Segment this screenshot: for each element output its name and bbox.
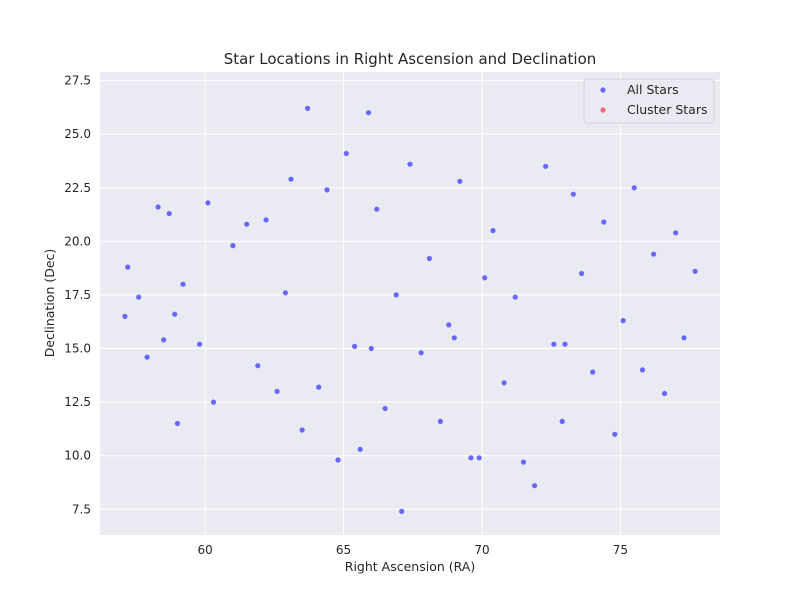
data-point-all-stars — [393, 292, 399, 298]
data-point-all-stars — [305, 105, 311, 111]
data-point-all-stars — [476, 455, 482, 461]
legend-label-cluster-stars: Cluster Stars — [627, 102, 708, 117]
chart-title: Star Locations in Right Ascension and De… — [224, 50, 597, 68]
data-point-all-stars — [316, 384, 322, 390]
y-tick-label: 20.0 — [64, 234, 91, 248]
data-point-all-stars — [579, 270, 585, 277]
data-point-all-stars — [324, 187, 330, 193]
x-tick-label: 60 — [198, 543, 213, 557]
data-point-all-stars — [230, 243, 236, 249]
data-point-all-stars — [468, 455, 474, 461]
data-point-all-stars — [365, 110, 372, 116]
data-point-all-stars — [631, 185, 637, 191]
data-point-all-stars — [197, 341, 203, 347]
x-tick-label: 70 — [474, 543, 489, 557]
data-point-all-stars — [437, 418, 443, 424]
data-point-all-stars — [590, 369, 596, 375]
y-tick-label: 17.5 — [64, 288, 91, 302]
y-tick-label: 22.5 — [64, 181, 91, 195]
data-point-all-stars — [274, 388, 280, 394]
data-point-all-stars — [263, 217, 269, 223]
y-tick-label: 10.0 — [64, 449, 91, 463]
grid — [100, 72, 720, 535]
data-point-all-stars — [210, 399, 217, 405]
data-point-all-stars — [244, 221, 250, 227]
y-tick-label: 27.5 — [64, 74, 91, 88]
data-point-all-stars — [426, 255, 432, 262]
data-point-all-stars — [374, 206, 380, 212]
data-point-all-stars — [551, 341, 557, 347]
data-point-all-stars — [255, 363, 261, 369]
data-point-all-stars — [180, 281, 186, 287]
y-tick-label: 15.0 — [64, 342, 91, 356]
data-point-all-stars — [612, 431, 618, 437]
y-axis-ticks: 7.5 10.0 12.5 15.0 17.5 20.0 22.5 25.0 27.5 — [64, 74, 91, 517]
data-point-all-stars — [662, 390, 668, 397]
data-point-all-stars — [368, 345, 374, 352]
data-point-all-stars — [543, 163, 549, 169]
y-axis-label: Declination (Dec) — [42, 249, 57, 358]
data-point-all-stars — [451, 335, 457, 341]
data-point-all-stars — [352, 343, 358, 349]
data-point-all-stars — [482, 275, 488, 281]
data-point-all-stars — [399, 508, 405, 514]
data-point-all-stars — [692, 268, 698, 274]
data-point-all-stars — [570, 191, 576, 197]
x-axis-ticks: 60 65 70 75 — [198, 543, 628, 557]
data-point-all-stars — [172, 311, 178, 317]
data-points — [122, 105, 698, 514]
y-tick-label: 12.5 — [64, 395, 91, 409]
data-point-all-stars — [382, 405, 388, 412]
data-point-all-stars — [155, 204, 161, 210]
x-axis-label: Right Ascension (RA) — [345, 559, 475, 574]
data-point-all-stars — [282, 290, 288, 296]
data-point-all-stars — [601, 219, 607, 225]
legend-marker-all-stars — [600, 87, 606, 93]
data-point-all-stars — [144, 354, 150, 360]
plot-area — [100, 72, 720, 535]
data-point-all-stars — [501, 380, 507, 386]
data-point-all-stars — [335, 457, 341, 463]
data-point-all-stars — [639, 367, 646, 373]
data-point-all-stars — [532, 483, 538, 489]
data-point-all-stars — [299, 427, 305, 433]
legend-label-all-stars: All Stars — [627, 82, 679, 97]
x-tick-label: 75 — [613, 543, 628, 557]
data-point-all-stars — [288, 176, 294, 182]
data-point-all-stars — [418, 350, 424, 356]
x-tick-label: 65 — [336, 543, 351, 557]
data-point-all-stars — [512, 294, 518, 300]
data-point-all-stars — [407, 161, 413, 167]
data-point-all-stars — [166, 210, 172, 217]
y-tick-label: 7.5 — [72, 502, 91, 516]
data-point-all-stars — [681, 335, 687, 341]
data-point-all-stars — [205, 200, 211, 206]
data-point-all-stars — [562, 341, 568, 347]
legend-marker-cluster-stars — [600, 107, 606, 113]
data-point-all-stars — [125, 264, 131, 270]
data-point-all-stars — [559, 418, 565, 424]
y-tick-label: 25.0 — [64, 127, 91, 141]
legend: All Stars Cluster Stars — [583, 78, 715, 124]
data-point-all-stars — [673, 230, 679, 236]
legend-box — [583, 78, 715, 124]
data-point-all-stars — [136, 294, 142, 300]
data-point-all-stars — [357, 446, 363, 452]
data-point-all-stars — [651, 251, 657, 257]
data-point-all-stars — [457, 178, 463, 184]
data-point-all-stars — [161, 337, 167, 343]
data-point-all-stars — [520, 459, 527, 465]
data-point-all-stars — [620, 318, 626, 324]
data-point-all-stars — [122, 313, 128, 319]
data-point-all-stars — [490, 228, 496, 234]
data-point-all-stars — [174, 420, 181, 427]
data-point-all-stars — [343, 150, 349, 157]
data-point-all-stars — [446, 322, 452, 328]
